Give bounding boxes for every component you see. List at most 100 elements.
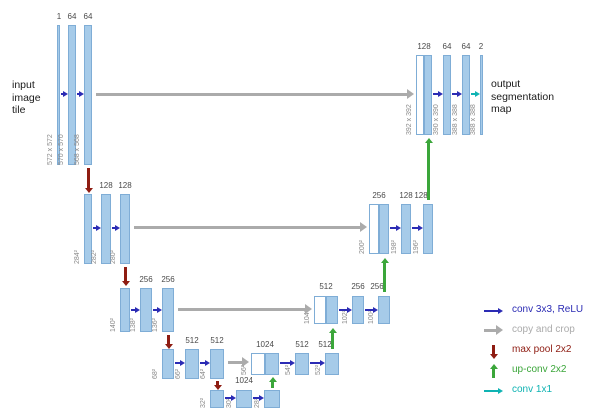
feature-map — [462, 55, 470, 135]
channels-label: 128 — [118, 181, 132, 190]
channels-label: 1024 — [235, 376, 253, 385]
conv3x3-arrow — [61, 91, 68, 97]
legend-label: max pool 2x2 — [512, 344, 572, 355]
conv3x3-arrow — [412, 225, 423, 231]
feature-map — [326, 296, 338, 324]
feature-map — [84, 194, 92, 264]
feature-map — [352, 296, 364, 324]
legend-copy-crop-arrow — [484, 325, 503, 335]
channels-label: 512 — [210, 336, 224, 345]
channels-label: 256 — [370, 282, 384, 291]
conv3x3-arrow — [365, 307, 378, 313]
feature-map — [265, 353, 279, 375]
conv3x3-arrow — [131, 307, 140, 313]
channels-label: 128 — [417, 42, 431, 51]
copy-crop-arrow — [134, 222, 367, 232]
channels-label: 256 — [372, 191, 386, 200]
max-pool-arrow — [165, 335, 173, 349]
feature-map — [424, 55, 432, 135]
conv3x3-arrow — [93, 225, 101, 231]
conv3x3-arrow — [77, 91, 84, 97]
copied-feature-map — [314, 296, 326, 324]
copy-crop-arrow — [228, 357, 249, 367]
size-label: 196² — [413, 239, 420, 254]
channels-label: 256 — [139, 275, 153, 284]
copied-feature-map — [251, 353, 265, 375]
feature-map — [57, 25, 60, 165]
conv3x3-arrow — [225, 395, 236, 401]
up-conv-arrow — [425, 138, 433, 200]
feature-map — [120, 288, 130, 332]
copy-crop-arrow — [96, 89, 414, 99]
copied-feature-map — [416, 55, 424, 135]
output-map-bar — [480, 55, 483, 135]
channels-label: 128 — [399, 191, 413, 200]
conv3x3-arrow — [253, 395, 264, 401]
legend-label: conv 1x1 — [512, 384, 553, 395]
channels-label: 512 — [295, 340, 309, 349]
channels-label: 512 — [185, 336, 199, 345]
channels-label: 64 — [442, 42, 452, 51]
channels-label: 64 — [67, 12, 77, 21]
feature-map — [379, 204, 389, 254]
size-label: 388 x 388 — [452, 104, 459, 135]
legend-label: copy and crop — [512, 324, 575, 335]
size-label: 66² — [175, 368, 182, 379]
size-label: 32² — [200, 397, 207, 408]
feature-map — [325, 353, 339, 375]
max-pool-arrow — [122, 267, 130, 286]
feature-map — [101, 194, 111, 264]
conv3x3-arrow — [390, 225, 401, 231]
copied-feature-map — [369, 204, 379, 254]
channels-label: 1024 — [256, 340, 274, 349]
channels-label: 2 — [478, 42, 484, 51]
channels-label: 256 — [351, 282, 365, 291]
feature-map — [162, 349, 174, 379]
size-label: 140² — [110, 317, 117, 332]
input-image-caption: input image tile — [12, 79, 41, 116]
feature-map — [401, 204, 411, 254]
conv1x1-arrow — [471, 91, 480, 97]
feature-map — [295, 353, 309, 375]
conv3x3-arrow — [200, 360, 210, 366]
size-label: 52² — [315, 364, 322, 375]
feature-map — [68, 25, 76, 165]
feature-map — [140, 288, 152, 332]
channels-label: 512 — [319, 282, 333, 291]
size-label: 390 x 390 — [433, 104, 440, 135]
size-label: 64² — [200, 368, 207, 379]
max-pool-arrow — [214, 381, 222, 390]
channels-label: 128 — [99, 181, 113, 190]
feature-map — [423, 204, 433, 254]
conv3x3-arrow — [433, 91, 443, 97]
feature-map — [120, 194, 130, 264]
channels-label: 256 — [161, 275, 175, 284]
size-label: 136² — [152, 317, 159, 332]
feature-map — [162, 288, 174, 332]
up-conv-arrow — [329, 328, 337, 349]
feature-map — [264, 390, 280, 408]
size-label: 572 x 572 — [47, 134, 54, 165]
conv3x3-arrow — [280, 360, 295, 366]
size-label: 68² — [152, 368, 159, 379]
up-conv-arrow — [381, 258, 389, 292]
legend-label: up-conv 2x2 — [512, 364, 567, 375]
conv3x3-arrow — [339, 307, 352, 313]
channels-label: 64 — [461, 42, 471, 51]
conv3x3-arrow — [175, 360, 185, 366]
legend-up-conv-arrow — [490, 364, 498, 378]
feature-map — [210, 390, 224, 408]
channels-label: 128 — [414, 191, 428, 200]
channels-label: 1 — [56, 12, 62, 21]
feature-map — [443, 55, 451, 135]
legend-conv1x1-arrow — [484, 388, 503, 394]
conv3x3-arrow — [153, 307, 162, 313]
size-label: 54² — [285, 364, 292, 375]
conv3x3-arrow — [452, 91, 462, 97]
legend-label: conv 3x3, ReLU — [512, 304, 584, 315]
copy-crop-arrow — [178, 304, 312, 314]
output-segmentation-caption: output segmentation map — [491, 78, 555, 115]
legend-conv3x3-arrow — [484, 308, 503, 314]
feature-map — [378, 296, 390, 324]
